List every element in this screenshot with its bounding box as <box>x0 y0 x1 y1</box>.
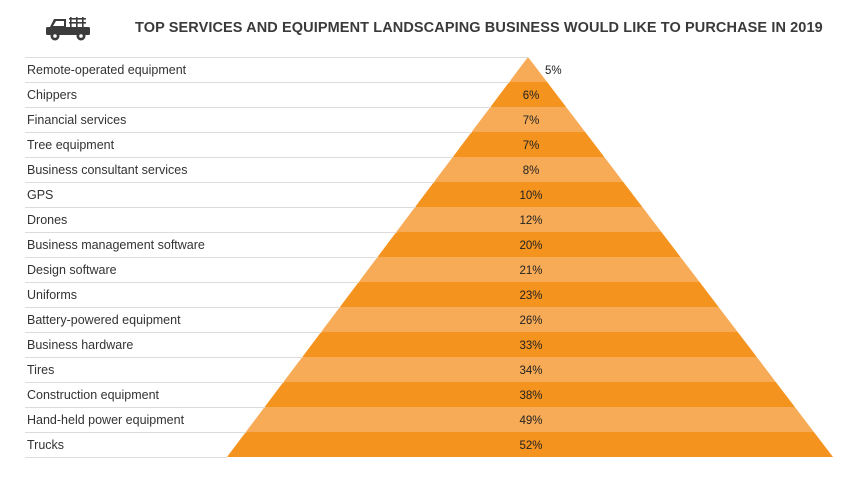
category-label: Uniforms <box>27 288 77 302</box>
value-label: 26% <box>519 315 542 327</box>
value-label: 6% <box>523 90 540 102</box>
pyramid-band <box>471 107 586 132</box>
value-label: 8% <box>523 165 540 177</box>
category-label: Tree equipment <box>27 138 115 152</box>
category-label: Business management software <box>27 238 205 252</box>
value-label: 10% <box>519 190 542 202</box>
value-label: 21% <box>519 265 542 277</box>
pyramid-band <box>509 57 548 82</box>
pyramid-band <box>415 182 643 207</box>
pyramid-band <box>490 82 567 107</box>
value-label: 52% <box>519 440 542 452</box>
chart-title: TOP SERVICES AND EQUIPMENT LANDSCAPING B… <box>135 20 823 36</box>
pyramid-band <box>377 232 681 257</box>
pyramid-band <box>264 382 795 407</box>
pyramid-band <box>302 332 757 357</box>
pyramid-band <box>321 307 738 332</box>
pyramid-band <box>339 282 719 307</box>
value-label: 23% <box>519 290 542 302</box>
pyramid-band <box>452 132 605 157</box>
category-label: Drones <box>27 213 67 227</box>
pyramid-band <box>358 257 700 282</box>
category-label: Business hardware <box>27 338 133 352</box>
category-label: Hand-held power equipment <box>27 413 185 427</box>
category-label: Battery-powered equipment <box>27 313 181 327</box>
category-label: Chippers <box>27 88 77 102</box>
category-label: Trucks <box>27 438 64 452</box>
value-label: 5% <box>545 65 562 77</box>
category-label: Remote-operated equipment <box>27 63 187 77</box>
value-label: 49% <box>519 415 542 427</box>
value-label: 12% <box>519 215 542 227</box>
value-label: 33% <box>519 340 542 352</box>
category-label: GPS <box>27 188 53 202</box>
value-label: 20% <box>519 240 542 252</box>
pickup-truck-icon <box>46 17 90 41</box>
value-label: 38% <box>519 390 542 402</box>
value-label: 7% <box>523 140 540 152</box>
category-label: Tires <box>27 363 54 377</box>
category-label: Business consultant services <box>27 163 188 177</box>
pyramid-band <box>433 157 624 182</box>
pyramid-band <box>245 407 814 432</box>
category-label: Design software <box>27 263 117 277</box>
value-label: 34% <box>519 365 542 377</box>
category-label: Financial services <box>27 113 126 127</box>
category-label: Construction equipment <box>27 388 160 402</box>
pyramid-band <box>396 207 662 232</box>
pyramid-band <box>227 432 833 457</box>
value-label: 7% <box>523 115 540 127</box>
pyramid-band <box>283 357 776 382</box>
